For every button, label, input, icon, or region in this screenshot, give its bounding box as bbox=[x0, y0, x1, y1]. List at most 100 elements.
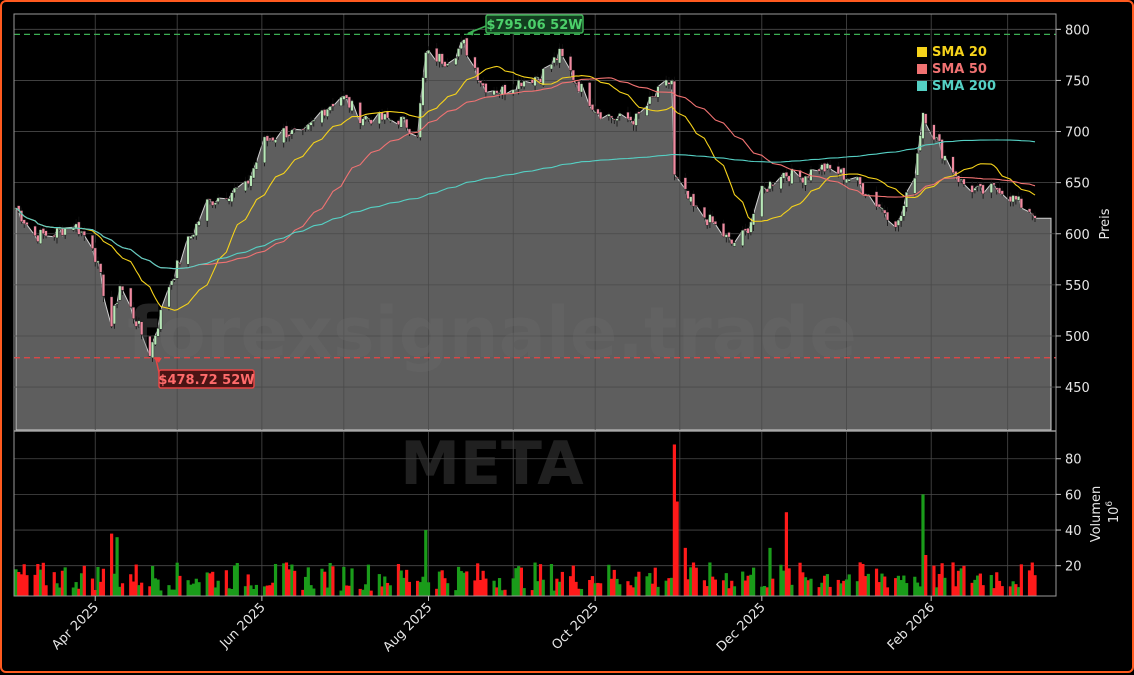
volume-bar bbox=[828, 586, 832, 596]
candle bbox=[732, 241, 736, 247]
candle-body bbox=[172, 278, 176, 281]
candle-body bbox=[421, 77, 425, 106]
volume-bar bbox=[52, 572, 56, 596]
volume-bar bbox=[847, 574, 851, 596]
volume-tick-label: 60 bbox=[1065, 488, 1082, 503]
candle-body bbox=[713, 221, 717, 225]
candle bbox=[1033, 211, 1037, 222]
candle-body bbox=[885, 211, 889, 221]
candle bbox=[345, 93, 349, 99]
candle bbox=[1030, 211, 1034, 221]
volume-bar bbox=[921, 494, 925, 596]
candle-body bbox=[366, 118, 370, 120]
candle-body bbox=[580, 83, 584, 93]
candle bbox=[877, 201, 881, 209]
candle bbox=[118, 280, 122, 301]
candle-body bbox=[536, 77, 540, 79]
candle bbox=[861, 182, 865, 196]
candle-body bbox=[689, 196, 693, 203]
volume-bar bbox=[290, 564, 294, 596]
price-tick-label: 600 bbox=[1065, 228, 1090, 243]
candle-body bbox=[129, 287, 133, 308]
volume-axis-exponent: 106 bbox=[1105, 501, 1122, 524]
candle bbox=[713, 218, 717, 226]
candle bbox=[459, 36, 463, 55]
volume-bar bbox=[645, 576, 649, 596]
candle bbox=[569, 53, 573, 77]
candle bbox=[418, 96, 422, 141]
x-tick-label: Dec 2025 bbox=[714, 600, 769, 655]
candle-body bbox=[380, 111, 384, 121]
candle-body bbox=[293, 128, 297, 130]
candle-body bbox=[612, 118, 616, 121]
candle bbox=[918, 134, 922, 152]
volume-bar bbox=[93, 589, 97, 596]
volume-bar bbox=[896, 575, 901, 596]
candle-body bbox=[667, 82, 671, 85]
candle bbox=[189, 236, 193, 240]
candle bbox=[765, 184, 769, 193]
volume-bar bbox=[437, 571, 442, 596]
volume-bar bbox=[79, 573, 84, 596]
volume-bar bbox=[708, 562, 712, 596]
candle-body bbox=[593, 111, 597, 114]
volume-bar bbox=[503, 589, 507, 596]
volume-bar bbox=[918, 586, 922, 596]
candle-body bbox=[55, 228, 59, 239]
candle bbox=[274, 137, 278, 147]
volume-bar bbox=[364, 584, 368, 596]
volume-bar bbox=[339, 590, 343, 596]
candle bbox=[885, 207, 889, 227]
volume-bar bbox=[25, 575, 29, 596]
candle-body bbox=[369, 119, 373, 125]
candle-body bbox=[560, 48, 564, 57]
candle-body bbox=[500, 86, 504, 95]
candle-body bbox=[33, 225, 37, 236]
candle bbox=[478, 79, 482, 87]
volume-bar bbox=[134, 564, 138, 596]
candle-body bbox=[282, 127, 286, 143]
volume-bar bbox=[186, 580, 190, 596]
volume-bar bbox=[366, 564, 371, 596]
candle bbox=[825, 163, 829, 170]
candle-body bbox=[274, 139, 278, 144]
candle bbox=[99, 263, 103, 273]
candle-body bbox=[694, 205, 698, 207]
candle-body bbox=[741, 230, 745, 246]
volume-bar bbox=[618, 584, 622, 596]
volume-bar bbox=[99, 581, 103, 596]
volume-bar bbox=[112, 573, 116, 596]
volume-bar bbox=[956, 570, 961, 596]
candle-body bbox=[976, 185, 980, 188]
volume-bar bbox=[197, 582, 201, 596]
candle-body bbox=[484, 83, 488, 93]
volume-bar bbox=[63, 567, 67, 596]
volume-bar bbox=[227, 588, 231, 596]
candle-body bbox=[462, 39, 466, 44]
candle-body bbox=[752, 213, 756, 226]
candle-body bbox=[325, 109, 329, 117]
candle-body bbox=[175, 260, 179, 279]
candle bbox=[186, 234, 190, 268]
volume-bar bbox=[282, 563, 286, 596]
volume-bar bbox=[462, 572, 466, 596]
candle-body bbox=[44, 230, 48, 237]
volume-bar bbox=[672, 444, 676, 596]
volume-bar bbox=[110, 533, 114, 596]
candle bbox=[254, 157, 258, 170]
candle-body bbox=[935, 136, 939, 139]
candle bbox=[634, 110, 638, 132]
candle bbox=[727, 230, 731, 243]
candle-body bbox=[899, 215, 903, 222]
volume-bar bbox=[263, 586, 267, 596]
volume-bar bbox=[271, 582, 275, 596]
volume-bar bbox=[686, 579, 690, 596]
volume-bar bbox=[33, 574, 37, 596]
candle bbox=[194, 221, 198, 240]
candle bbox=[905, 188, 909, 212]
volume-bar bbox=[396, 564, 401, 596]
candle-body bbox=[645, 105, 649, 116]
volume-bar bbox=[361, 589, 365, 596]
volume-bar bbox=[577, 588, 581, 596]
volume-bar bbox=[555, 578, 559, 596]
